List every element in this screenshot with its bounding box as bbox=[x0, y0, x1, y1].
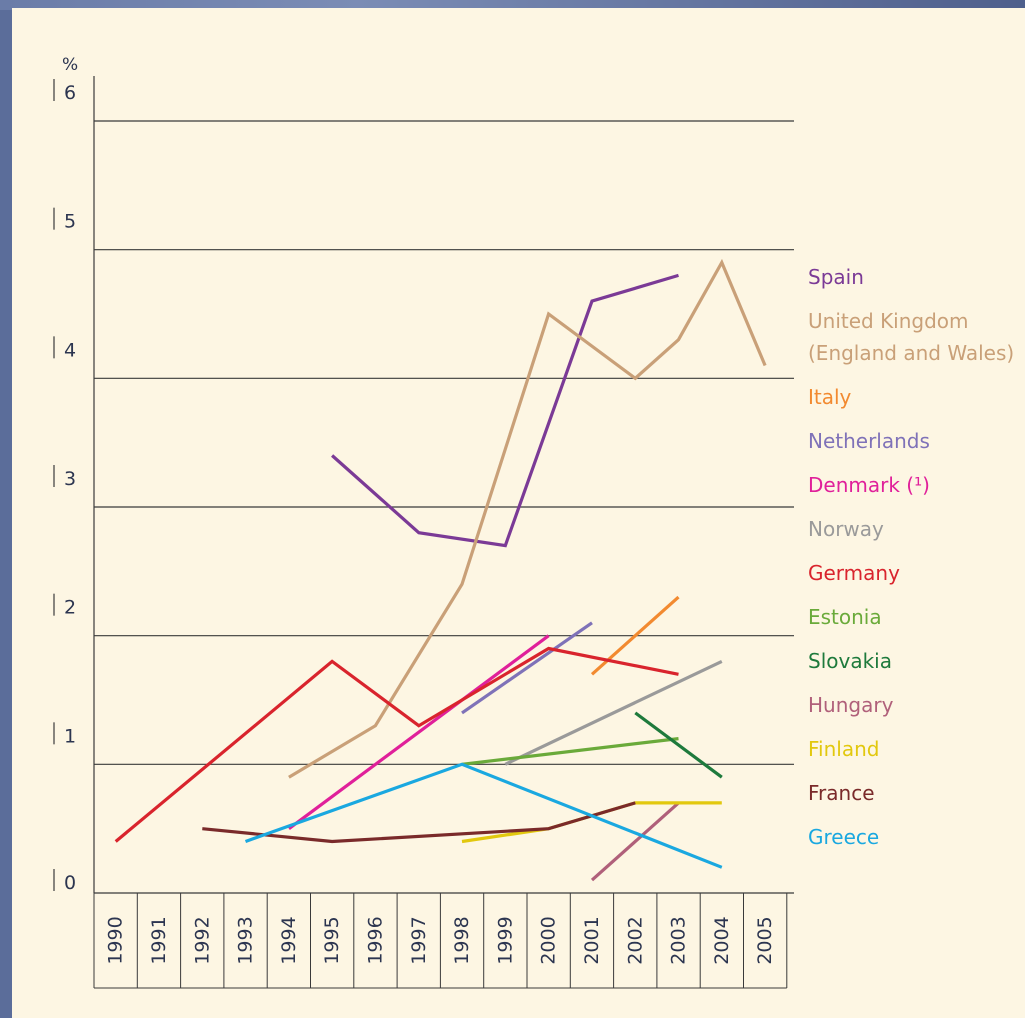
series-line-united-kingdom bbox=[288, 258, 767, 779]
legend-item: Germany bbox=[808, 561, 900, 585]
x-tick-label: 1997 bbox=[408, 916, 430, 964]
x-tick-label: 1995 bbox=[321, 916, 343, 964]
series-line-germany bbox=[114, 646, 679, 843]
y-tick-label: 0 bbox=[64, 872, 76, 894]
series-line-norway bbox=[504, 659, 723, 766]
legend-item: Greece bbox=[808, 825, 879, 849]
y-tick-label: 1 bbox=[64, 725, 76, 747]
frame-top-border bbox=[0, 0, 1025, 10]
legend-item: Netherlands bbox=[808, 429, 930, 453]
y-tick-label: 2 bbox=[64, 597, 76, 619]
y-axis-unit-label: % bbox=[62, 55, 78, 75]
x-tick-label: 1993 bbox=[235, 916, 257, 964]
legend-item: Hungary bbox=[808, 693, 894, 717]
chart-panel: % 0 1 2 3 4 5 6 1990 1991 1992 1993 1994 1995 1996 199… bbox=[12, 8, 1025, 1018]
x-tick-label: 2002 bbox=[624, 916, 646, 964]
series-line-denmark bbox=[287, 634, 550, 830]
x-tick-label: 1990 bbox=[105, 916, 127, 964]
series-lines bbox=[114, 258, 767, 882]
x-tick-label: 1998 bbox=[451, 916, 473, 964]
x-tick-label: 1991 bbox=[148, 916, 170, 964]
series-line-spain bbox=[331, 273, 679, 548]
y-tick-label: 4 bbox=[64, 339, 76, 361]
x-tick-label: 2000 bbox=[538, 916, 560, 964]
legend-item-continuation: (England and Wales) bbox=[808, 341, 1014, 365]
y-tick-label: 3 bbox=[64, 468, 76, 490]
legend-item: Spain bbox=[808, 265, 864, 289]
legend-item: Finland bbox=[808, 737, 879, 761]
y-tick-label: 5 bbox=[64, 211, 76, 233]
legend-item: Estonia bbox=[808, 605, 882, 629]
x-tick-label: 2005 bbox=[754, 916, 776, 964]
x-tick-label: 1994 bbox=[278, 916, 300, 964]
x-tick-label: 1999 bbox=[494, 916, 516, 964]
legend-item: Italy bbox=[808, 385, 852, 409]
y-tick-label: 6 bbox=[64, 82, 76, 104]
legend-item: Denmark (¹) bbox=[808, 473, 930, 497]
gridlines bbox=[94, 120, 794, 765]
legend-item: United Kingdom bbox=[808, 309, 969, 333]
x-tick-label: 2004 bbox=[711, 916, 733, 964]
series-line-slovakia bbox=[634, 711, 723, 779]
legend: Spain United Kingdom (England and Wales) It… bbox=[808, 265, 1014, 849]
series-line-estonia bbox=[461, 737, 679, 766]
legend-item: Slovakia bbox=[808, 649, 892, 673]
x-tick-label: 1996 bbox=[364, 916, 386, 964]
series-line-hungary bbox=[590, 801, 680, 882]
series-line-greece bbox=[244, 762, 723, 869]
axes: 0 1 2 3 4 5 6 1990 1991 1992 1993 1994 1995 1996 1997 1… bbox=[53, 76, 794, 989]
x-tick-label: 1992 bbox=[191, 916, 213, 964]
legend-item: Norway bbox=[808, 517, 884, 541]
x-tick-label: 2003 bbox=[668, 916, 690, 964]
x-tick-label: 2001 bbox=[581, 916, 603, 964]
legend-item: France bbox=[808, 781, 875, 805]
line-chart: % 0 1 2 3 4 5 6 1990 1991 1992 1993 1994 1995 1996 199… bbox=[53, 55, 1014, 989]
series-line-netherlands bbox=[461, 621, 593, 715]
series-line-finland bbox=[461, 801, 722, 844]
